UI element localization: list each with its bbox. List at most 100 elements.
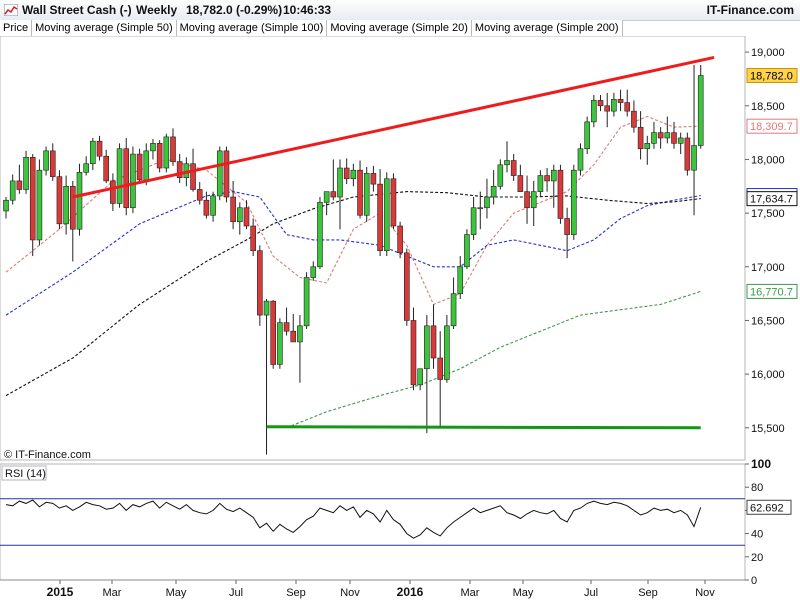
x-tick-label: Mar xyxy=(461,587,480,599)
candle xyxy=(497,159,504,190)
candle xyxy=(691,64,697,216)
rsi-tick-label: 80 xyxy=(751,482,763,494)
candle xyxy=(383,172,390,257)
candle-body xyxy=(43,150,49,171)
candle-body xyxy=(651,132,657,144)
candle-body xyxy=(377,183,383,251)
candle xyxy=(63,175,69,235)
candle xyxy=(317,197,323,269)
candle xyxy=(644,135,651,165)
candle-body xyxy=(624,102,631,112)
candle xyxy=(230,180,236,230)
candle-body xyxy=(550,169,557,182)
candle xyxy=(103,149,109,184)
candle xyxy=(390,173,397,230)
candle xyxy=(9,174,16,205)
price-tag-label: 18,309.7 xyxy=(750,121,793,133)
candle-body xyxy=(497,164,504,187)
candle-body xyxy=(397,225,403,254)
candle xyxy=(591,95,597,128)
candle-body xyxy=(417,368,423,386)
candle xyxy=(664,116,671,144)
candle xyxy=(223,146,230,203)
candle-body xyxy=(49,150,56,177)
legend-ma100[interactable]: Moving average (Simple 100) xyxy=(176,20,328,36)
candle xyxy=(303,272,310,330)
candle xyxy=(671,121,677,149)
candle xyxy=(96,135,103,161)
candle-body xyxy=(170,136,176,162)
candle xyxy=(510,154,517,181)
candle-body xyxy=(457,266,464,294)
candle-body xyxy=(283,322,290,332)
price-tag xyxy=(746,118,798,134)
candle-body xyxy=(156,143,163,169)
candle xyxy=(564,207,570,259)
candle-body xyxy=(677,137,684,144)
candle xyxy=(377,169,383,257)
candle-body xyxy=(223,150,230,198)
candle xyxy=(624,89,631,117)
title-bar: Wall Street Cash (-) Weekly 18,782.0 (-0… xyxy=(0,0,800,21)
time-label: 10:46:33 xyxy=(283,3,332,17)
candle-body xyxy=(697,75,704,146)
candle xyxy=(450,277,457,330)
candle xyxy=(283,307,290,336)
candle-body xyxy=(450,293,457,327)
rsi-label: RSI (14) xyxy=(5,468,46,480)
candle-body xyxy=(403,252,410,321)
candle xyxy=(350,163,357,187)
candle xyxy=(357,160,363,219)
candle-body xyxy=(16,180,23,190)
candle xyxy=(277,318,283,369)
candle xyxy=(557,164,564,224)
candle xyxy=(457,256,464,299)
candle-body xyxy=(23,156,29,190)
price-quote: 18,782.0 (-0.29%) xyxy=(186,3,283,17)
candle xyxy=(544,168,550,192)
candle-body xyxy=(163,136,170,169)
candle xyxy=(310,261,317,281)
ma100-line xyxy=(5,191,701,397)
ma200-line xyxy=(286,290,701,429)
candle-body xyxy=(537,175,544,192)
price-tick-label: 17,000 xyxy=(751,262,785,274)
x-tick-label: Nov xyxy=(340,587,360,599)
instrument-name: Wall Street Cash (-) xyxy=(22,3,132,17)
legend-ma20[interactable]: Moving average (Simple 20) xyxy=(327,20,472,36)
candle-body xyxy=(484,196,490,209)
x-tick-label: 2015 xyxy=(47,585,74,599)
candle xyxy=(56,170,63,230)
price-plot-area xyxy=(0,36,746,461)
candle-body xyxy=(510,160,517,176)
candle-body xyxy=(357,169,363,216)
candle-body xyxy=(216,150,223,197)
candle-body xyxy=(671,132,677,144)
candle-body xyxy=(277,322,283,365)
legend-ma200[interactable]: Moving average (Simple 200) xyxy=(471,20,623,36)
legend-price[interactable]: Price xyxy=(0,20,33,36)
period-label: Weekly xyxy=(136,3,178,17)
candle-body xyxy=(570,169,577,235)
x-tick-label: Jul xyxy=(584,587,598,599)
price-tick-label: 19,000 xyxy=(751,47,785,59)
candle-body xyxy=(477,207,484,210)
candle-body xyxy=(130,153,136,209)
rsi-tick-label: 20 xyxy=(751,552,763,564)
candle-body xyxy=(631,110,637,128)
candle-body xyxy=(210,195,216,216)
x-tick-label: May xyxy=(513,587,534,599)
candle-body xyxy=(237,207,243,223)
candle-body xyxy=(430,325,437,359)
candle xyxy=(216,146,223,201)
candle-body xyxy=(444,325,450,380)
candle xyxy=(651,121,657,149)
candle xyxy=(110,173,116,211)
price-chart[interactable]: 19,000 18,500 18,000 17,500 17,000 16,500 16,0… xyxy=(0,36,800,600)
candle-body xyxy=(123,148,130,209)
price-tick-label: 18,000 xyxy=(751,154,785,166)
rsi-tick-label: 40 xyxy=(751,529,763,541)
candle-body xyxy=(637,126,644,150)
legend-ma50[interactable]: Moving average (Simple 50) xyxy=(32,20,177,36)
candle-body xyxy=(604,105,611,112)
